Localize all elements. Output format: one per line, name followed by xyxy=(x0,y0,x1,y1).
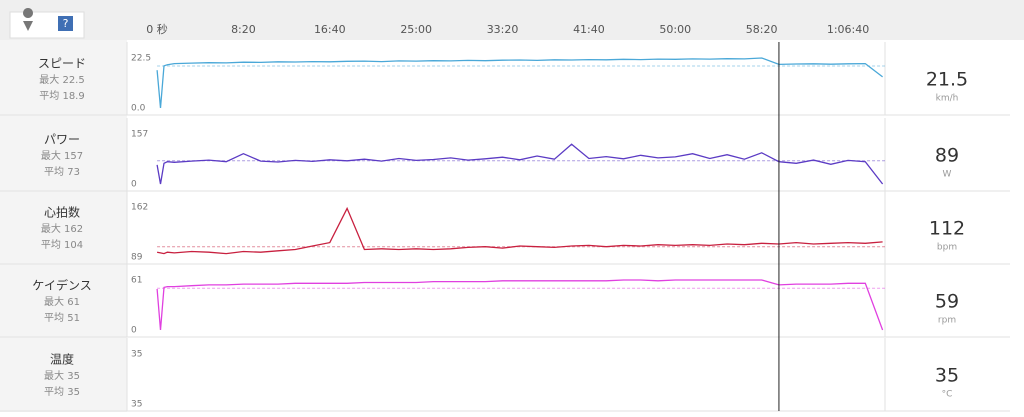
stat-value: 61 xyxy=(67,297,80,308)
x-tick-label: 41:40 xyxy=(573,23,605,36)
metric-stat: 最大 35 xyxy=(44,369,80,382)
metric-stat: 最大 162 xyxy=(41,222,83,235)
current-value: 112 xyxy=(929,218,965,240)
stat-label: 最大 xyxy=(41,149,61,162)
y-tick-label: 35 xyxy=(131,400,142,410)
metric-stat: 平均 18.9 xyxy=(39,90,84,102)
x-tick-label: 16:40 xyxy=(314,23,346,36)
x-tick-label: 50:00 xyxy=(659,23,691,36)
x-tick-label: 1:06:40 xyxy=(827,23,869,36)
help-icon[interactable] xyxy=(58,16,73,31)
stat-value: 18.9 xyxy=(62,91,84,102)
stat-label: 最大 xyxy=(44,295,64,308)
stat-label: 平均 xyxy=(44,312,64,324)
stat-label: 平均 xyxy=(44,386,64,398)
y-tick-label: 61 xyxy=(131,276,142,286)
stat-value: 157 xyxy=(64,151,83,162)
current-value: 35 xyxy=(935,365,959,387)
y-tick-label: 35 xyxy=(131,350,142,360)
stat-label: 平均 xyxy=(41,239,61,251)
data-line xyxy=(156,57,883,109)
metric-stat: 平均 73 xyxy=(44,166,80,178)
current-unit: W xyxy=(943,170,952,180)
x-tick-label: 0 秒 xyxy=(146,22,168,36)
current-value: 89 xyxy=(935,145,959,167)
stat-label: 最大 xyxy=(41,222,61,235)
y-tick-label: 0 xyxy=(131,180,137,190)
metric-name: パワー xyxy=(44,133,80,147)
current-value: 21.5 xyxy=(926,69,968,91)
stat-label: 最大 xyxy=(44,369,64,382)
metric-name: ケイデンス xyxy=(32,278,92,293)
current-value: 59 xyxy=(935,291,959,313)
metric-name: 温度 xyxy=(50,352,74,367)
x-tick-label: 33:20 xyxy=(487,23,519,36)
stat-label: 最大 xyxy=(39,73,59,86)
y-tick-label: 0.0 xyxy=(131,104,146,114)
stat-value: 104 xyxy=(64,240,83,251)
stat-label: 平均 xyxy=(39,90,59,102)
metric-stat: 最大 157 xyxy=(41,149,83,162)
current-unit: °C xyxy=(942,390,953,400)
current-unit: bpm xyxy=(937,243,957,253)
y-tick-label: 162 xyxy=(131,203,148,213)
data-line xyxy=(156,206,883,255)
left-panel xyxy=(0,40,127,412)
current-unit: km/h xyxy=(936,94,959,104)
y-tick-label: 89 xyxy=(131,253,143,263)
stat-value: 22.5 xyxy=(62,75,84,86)
y-tick-label: 157 xyxy=(131,130,148,140)
metric-stat: 平均 104 xyxy=(41,239,83,251)
metric-stat: 平均 35 xyxy=(44,386,80,398)
metric-stat: 最大 22.5 xyxy=(39,73,84,86)
stat-label: 平均 xyxy=(44,166,64,178)
x-tick-label: 8:20 xyxy=(231,23,256,36)
y-tick-label: 22.5 xyxy=(131,54,151,64)
metric-name: 心拍数 xyxy=(44,205,80,220)
y-tick-label: 0 xyxy=(131,326,137,336)
current-unit: rpm xyxy=(938,316,956,326)
data-line xyxy=(156,279,884,331)
metric-stat: 平均 51 xyxy=(44,312,80,324)
x-tick-label: 58:20 xyxy=(746,23,778,36)
x-tick-label: 25:00 xyxy=(400,23,432,36)
stat-value: 35 xyxy=(67,387,80,398)
stat-value: 73 xyxy=(67,167,80,178)
stat-value: 162 xyxy=(64,224,83,235)
metric-stat: 最大 61 xyxy=(44,295,80,308)
stat-value: 51 xyxy=(67,313,80,324)
stat-value: 35 xyxy=(67,371,80,382)
map-pin-icon[interactable] xyxy=(23,8,34,31)
metric-name: スピード xyxy=(38,57,86,71)
help-glyph: ? xyxy=(63,17,69,30)
header-bar xyxy=(0,0,1024,40)
data-line xyxy=(156,143,884,185)
